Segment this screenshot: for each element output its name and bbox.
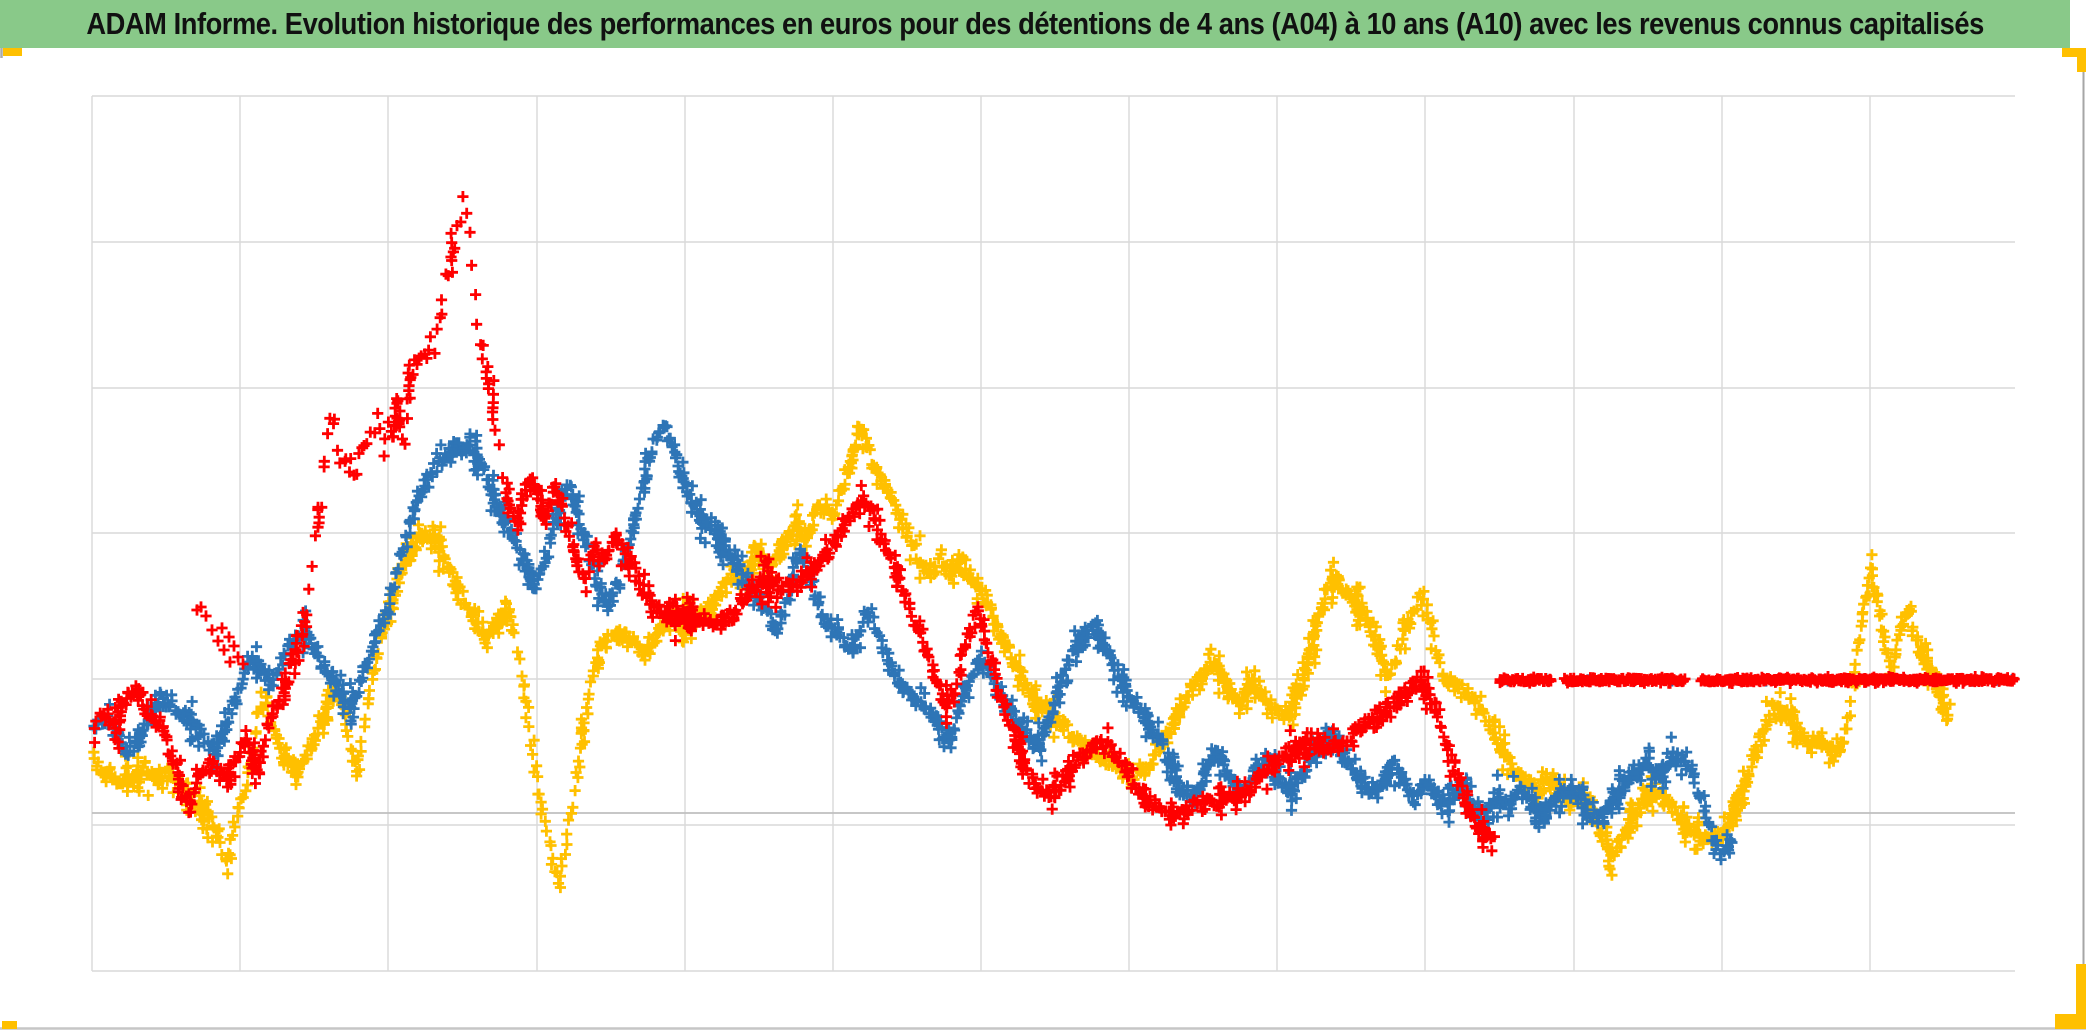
- crop-handle-top-right-v[interactable]: [2077, 48, 2086, 72]
- chart-frame: [0, 48, 2086, 1030]
- crop-handle-bottom-left[interactable]: [2, 1021, 17, 1029]
- crop-handle-top-right-h[interactable]: [2062, 48, 2086, 57]
- crop-handle-bottom-right-h[interactable]: [2055, 1014, 2086, 1029]
- crop-handle-top-left[interactable]: [3, 48, 22, 56]
- chart-title-bar: ADAM Informe. Evolution historique des p…: [0, 0, 2070, 48]
- gridlines: [91, 95, 2015, 972]
- chart-title: ADAM Informe. Evolution historique des p…: [86, 6, 1984, 41]
- crop-handle-bottom-right-v[interactable]: [2076, 964, 2086, 1028]
- series-red: [87, 189, 2022, 858]
